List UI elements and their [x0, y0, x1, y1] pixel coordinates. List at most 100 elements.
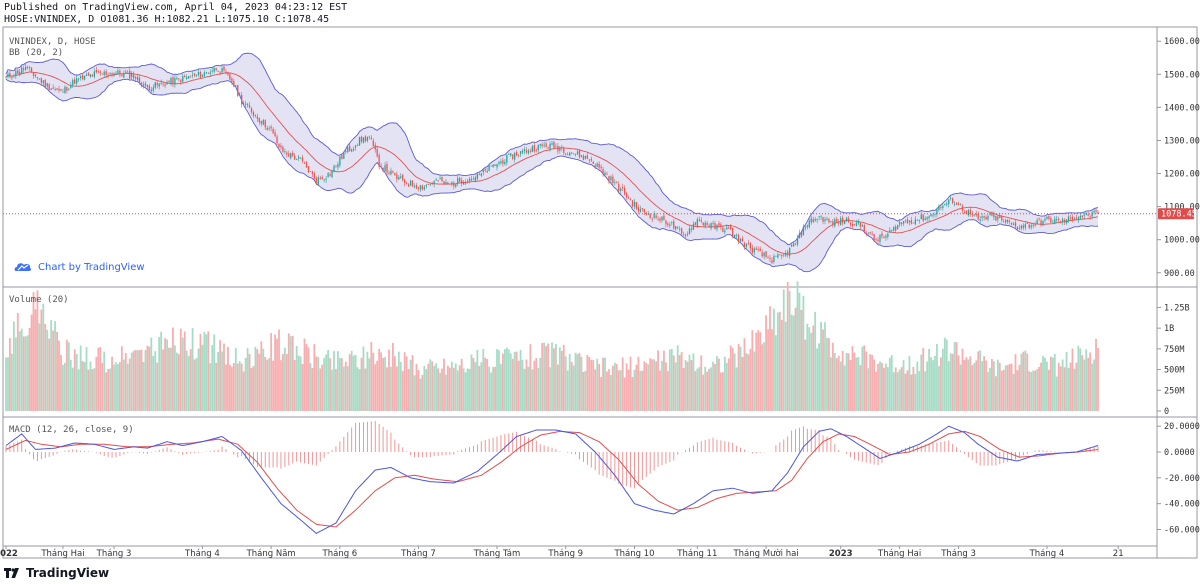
volume-bar — [482, 348, 485, 411]
tradingview-brand[interactable]: TradingView — [4, 566, 109, 580]
macd-line — [5, 425, 1099, 535]
candle — [58, 85, 60, 93]
volume-bar — [892, 372, 895, 411]
candle — [87, 71, 90, 76]
candle — [606, 171, 608, 175]
candle — [889, 227, 891, 234]
volume-bar — [142, 362, 145, 411]
candle — [252, 110, 255, 119]
volume-bar — [256, 349, 259, 411]
volume-bar — [853, 352, 856, 411]
volume-label: Volume (20) — [9, 295, 69, 305]
volume-bar — [9, 337, 11, 411]
volume-bar — [221, 351, 223, 411]
volume-bar — [566, 370, 569, 411]
candle — [219, 70, 221, 76]
candle — [942, 203, 944, 211]
volume-bar — [297, 355, 300, 411]
candle — [140, 81, 143, 88]
candle — [154, 81, 156, 90]
candle — [494, 164, 496, 167]
volume-bar — [867, 368, 870, 411]
volume-bar — [91, 369, 94, 411]
volume-bar — [99, 346, 102, 411]
volume-bar — [156, 362, 159, 411]
candle — [21, 65, 23, 74]
volume-bar — [1020, 353, 1023, 411]
candle — [400, 173, 402, 180]
volume-bar — [505, 347, 508, 411]
chart-by-tradingview-link[interactable]: Chart by TradingView — [14, 261, 145, 273]
volume-bar — [655, 361, 657, 411]
candle — [682, 231, 685, 237]
candle — [1061, 217, 1064, 225]
volume-bar — [812, 325, 815, 411]
candle — [1012, 221, 1015, 226]
candle — [435, 177, 437, 182]
candle — [482, 168, 484, 176]
candle — [180, 79, 182, 85]
macd-pane[interactable] — [5, 421, 1099, 535]
volume-bar — [478, 366, 481, 411]
volume-bar — [619, 370, 622, 411]
candle — [514, 151, 516, 163]
candle — [396, 171, 398, 183]
volume-bar — [97, 347, 100, 411]
candle — [977, 211, 979, 221]
candle — [248, 101, 251, 109]
volume-bar — [824, 322, 826, 411]
volume-tick-label: 500M — [1164, 366, 1184, 376]
candle — [174, 74, 176, 88]
volume-bar — [843, 365, 846, 411]
volume-bar — [126, 363, 129, 411]
price-tick-label: 1200.00 — [1164, 170, 1200, 180]
volume-bar — [991, 358, 993, 411]
price-pane[interactable] — [5, 52, 1099, 273]
macd-label: MACD (12, 26, close, 9) — [9, 425, 134, 435]
candle — [319, 175, 321, 180]
volume-bar — [773, 308, 775, 411]
candle — [843, 221, 846, 225]
volume-bar — [476, 349, 479, 411]
candle — [759, 246, 761, 252]
candle — [557, 142, 559, 155]
volume-bar — [470, 354, 473, 411]
volume-bar — [898, 369, 901, 411]
volume-bar — [798, 292, 801, 411]
volume-bar — [741, 356, 744, 411]
candle — [28, 65, 31, 71]
volume-bar — [643, 361, 646, 411]
volume-bar — [464, 372, 467, 411]
volume-bar — [419, 378, 422, 411]
volume-bar — [81, 361, 84, 411]
candle — [677, 226, 679, 229]
candle — [1067, 214, 1070, 224]
volume-bar — [360, 357, 363, 411]
candle — [775, 255, 777, 257]
volume-bar — [906, 370, 909, 411]
volume-bar — [421, 374, 424, 411]
candle — [969, 206, 971, 217]
candle — [146, 84, 149, 90]
volume-bar — [67, 342, 70, 411]
candle — [869, 231, 871, 235]
volume-bar — [87, 369, 90, 411]
candle — [627, 195, 630, 199]
candle — [76, 75, 78, 87]
volume-bar — [425, 369, 428, 411]
candle — [288, 150, 290, 158]
volume-pane[interactable] — [5, 281, 1099, 411]
candle — [99, 70, 101, 77]
candle — [1001, 214, 1003, 223]
time-tick-label: 2023 — [829, 549, 853, 559]
candle — [706, 220, 708, 226]
candle — [68, 87, 70, 91]
candle — [459, 176, 461, 183]
candle — [1077, 215, 1080, 223]
volume-bar — [953, 342, 956, 411]
volume-bar — [415, 363, 418, 411]
candle — [472, 176, 475, 181]
candle — [529, 148, 532, 154]
candle — [341, 153, 343, 160]
